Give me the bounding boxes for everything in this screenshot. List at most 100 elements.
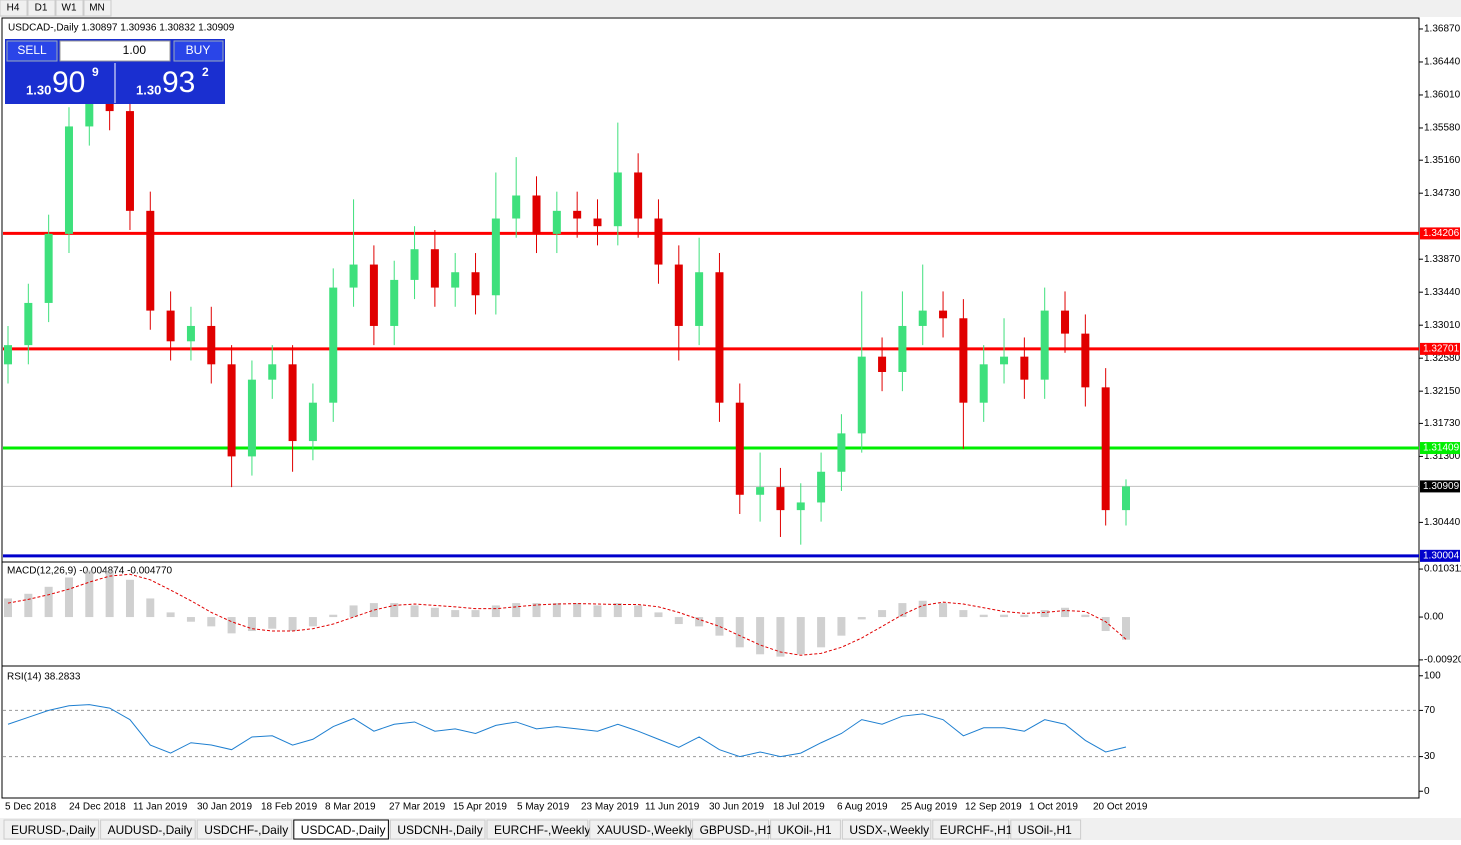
symbol-tab[interactable] [770,819,841,840]
price-tick-label: 1.31730 [1424,418,1461,429]
candle-body [4,345,12,365]
candle-body [512,195,521,219]
symbol-tab-label: USDX-,Weekly [849,823,929,837]
candle-body [268,364,277,380]
date-label: 12 Sep 2019 [965,802,1022,813]
buy-text: BUY [186,43,211,57]
lot-input[interactable] [59,40,171,62]
candle-body [979,364,988,403]
candle-body [756,487,765,495]
candle-body [735,402,744,495]
candle-body [1081,333,1090,388]
rsi-line [7,704,1127,758]
timeframe-label: MN [89,3,105,14]
symbol-tab[interactable] [100,819,196,840]
macd-bar [918,600,927,618]
macd-bar [695,617,704,627]
candle-body [471,272,480,296]
macd-tick-label: -0.009203 [1424,655,1461,666]
buy-main: 93 [162,66,195,99]
candle-body [166,310,175,342]
timeframe-button[interactable] [83,0,112,17]
price-label: 1.32701 [1423,344,1460,355]
date-label: 11 Jun 2019 [645,802,700,813]
symbol-tab[interactable] [293,819,389,840]
date-label: 15 Apr 2019 [453,802,507,813]
symbol-tab[interactable] [692,819,770,840]
timeframe-button[interactable] [27,0,56,17]
macd-signal [7,573,1127,656]
macd-bar [390,603,399,618]
price-label: 1.30004 [1423,550,1460,561]
candle-body [186,325,195,342]
candle-body [1122,486,1130,511]
price-label-box [1420,227,1460,240]
candle-body [674,264,683,326]
rsi-tick-label: 0 [1424,786,1430,797]
symbol-tab[interactable] [1010,819,1082,840]
symbol-tab[interactable] [486,819,589,840]
candle-body [329,287,338,403]
date-label: 27 Mar 2019 [389,802,446,813]
candle-body [878,356,887,372]
symbol-tab[interactable] [3,819,100,840]
price-tick-label: 1.33440 [1424,287,1461,298]
macd-bar [959,610,968,618]
macd-bar [1122,617,1130,640]
toolbar [0,0,1461,17]
macd-bar [654,612,663,618]
symbol-tab-label: XAUUSD-,Weekly [597,823,693,837]
macd-bar [756,617,765,655]
macd-bar [64,577,73,618]
symbol-tab[interactable] [841,819,932,840]
price-label: 1.34206 [1423,228,1460,239]
macd-bar [207,617,216,627]
candle-body [125,111,134,211]
candle-body [390,279,399,326]
symbol-tab[interactable] [196,819,293,840]
macd-bar [105,570,114,618]
macd-bar [1061,607,1070,618]
date-label: 30 Jan 2019 [197,802,252,813]
symbol-tab-label: EURUSD-,Daily [11,823,96,837]
symbol-tab-label: EURCHF-,Weekly [494,823,590,837]
macd-bar [451,610,460,618]
symbol-tab-label: USDCHF-,Daily [204,823,288,837]
chart-header: USDCAD-,Daily 1.30897 1.30936 1.30832 1.… [8,23,235,34]
timeframe-button[interactable] [55,0,84,17]
symbol-tab[interactable] [389,819,486,840]
macd-bar [878,610,887,618]
macd-bar [227,617,236,634]
symbol-tab[interactable] [589,819,692,840]
timeframe-label: H4 [7,3,20,14]
macd-bar [634,605,643,618]
buy-button[interactable] [173,40,224,62]
symbol-tab[interactable] [932,819,1010,840]
timeframe-label: D1 [35,3,48,14]
macd-bar [796,617,805,655]
candle-body [654,218,663,265]
date-label: 20 Oct 2019 [1093,802,1148,813]
sell-button[interactable] [6,40,58,62]
macd-bar [532,603,541,618]
timeframe-button[interactable] [0,0,28,17]
symbol-tab-label: UKOil-,H1 [778,823,832,837]
date-label: 18 Feb 2019 [261,802,318,813]
macd-bar [166,612,175,618]
price-tick-label: 1.31300 [1424,451,1461,462]
macd-bar [268,617,277,629]
price-tick-label: 1.32150 [1424,386,1461,397]
rsi-tick-label: 30 [1424,751,1436,762]
macd-bar [735,617,744,648]
macd-bar [247,617,256,632]
date-label: 25 Aug 2019 [901,802,958,813]
macd-bar [125,579,134,618]
date-label: 8 Mar 2019 [325,802,376,813]
macd-bar [24,593,33,618]
price-label-box [1420,480,1460,493]
symbol-tab-label: USOil-,H1 [1018,823,1072,837]
date-label: 23 May 2019 [581,802,639,813]
price-label-box [1420,342,1460,355]
price-tick-label: 1.34730 [1424,188,1461,199]
